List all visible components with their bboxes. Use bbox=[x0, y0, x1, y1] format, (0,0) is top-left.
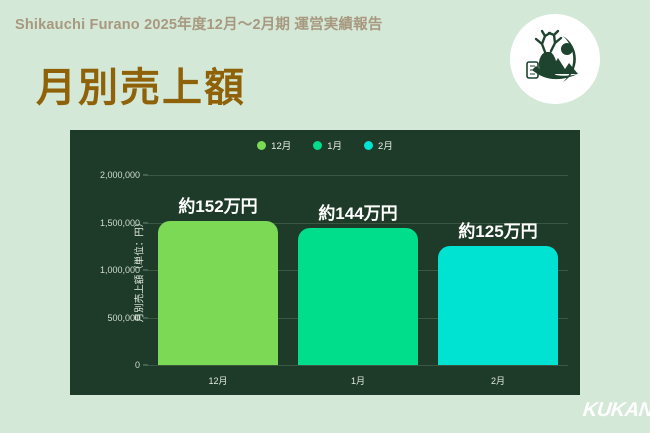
y-tick-label: 1,500,000 bbox=[99, 217, 140, 228]
y-tick-label: 0 bbox=[134, 360, 140, 370]
deer-mountain-sun-icon bbox=[526, 29, 578, 82]
bar-slot: 約144万円 1月 bbox=[288, 175, 428, 386]
bar-value-label: 約144万円 bbox=[318, 204, 398, 224]
y-tickmark bbox=[143, 364, 148, 366]
gridline: 1,500,000 bbox=[100, 218, 568, 228]
x-tick-label: 1月 bbox=[350, 376, 366, 386]
legend-label: 2月 bbox=[378, 141, 393, 152]
bar-value-label: 約125万円 bbox=[458, 221, 538, 241]
legend-item[interactable]: 12月 bbox=[257, 138, 291, 152]
bar-2gatsu[interactable] bbox=[437, 246, 559, 365]
kukan-watermark: KUKAN bbox=[581, 399, 650, 421]
y-tick-label: 2,000,000 bbox=[99, 170, 140, 180]
legend-item[interactable]: 2月 bbox=[364, 138, 393, 152]
y-tick-label: 1,000,000 bbox=[99, 265, 140, 275]
x-tick-label: 2月 bbox=[490, 376, 506, 386]
bar-1gatsu[interactable] bbox=[297, 228, 419, 365]
bar-slot: 約125万円 2月 bbox=[428, 175, 568, 386]
legend-label: 1月 bbox=[327, 141, 343, 152]
legend-color-swatch-1gatsu bbox=[313, 140, 323, 150]
bar-12gatsu[interactable] bbox=[157, 220, 279, 365]
legend-item[interactable]: 1月 bbox=[313, 138, 342, 152]
legend-label: 12月 bbox=[271, 141, 292, 152]
chart-legend: 12月 1月 2月 bbox=[70, 138, 580, 152]
legend-color-swatch-2gatsu bbox=[364, 140, 374, 150]
y-tickmark bbox=[143, 174, 148, 176]
plot-area: 月別売上額（単位：円） 2,000,000 1,500,000 1,000,00… bbox=[100, 170, 568, 386]
legend-color-swatch-12gatsu bbox=[257, 140, 267, 150]
y-tickmark bbox=[143, 269, 148, 271]
bar-series: 約152万円 12月 約144万円 1月 約125万円 2月 bbox=[148, 175, 568, 386]
report-subtitle: Shikauchi Furano 2025年度12月〜2月期 運営実績報告 bbox=[15, 17, 383, 33]
page-title: 月別売上額 bbox=[36, 66, 246, 110]
bar-slot: 約152万円 12月 bbox=[148, 175, 288, 386]
x-tick-label: 12月 bbox=[208, 376, 228, 386]
y-tickmark bbox=[143, 222, 148, 223]
brand-logo bbox=[510, 14, 600, 104]
bar-value-label: 約152万円 bbox=[178, 196, 258, 216]
gridline: 0 bbox=[135, 360, 568, 370]
y-tickmark bbox=[143, 317, 148, 318]
y-tick-label: 500,000 bbox=[107, 312, 140, 323]
sales-bar-chart: 12月 1月 2月 月別売上額（単位：円） 2,000,000 1,500,00… bbox=[70, 130, 580, 395]
gridline: 2,000,000 bbox=[100, 170, 568, 180]
